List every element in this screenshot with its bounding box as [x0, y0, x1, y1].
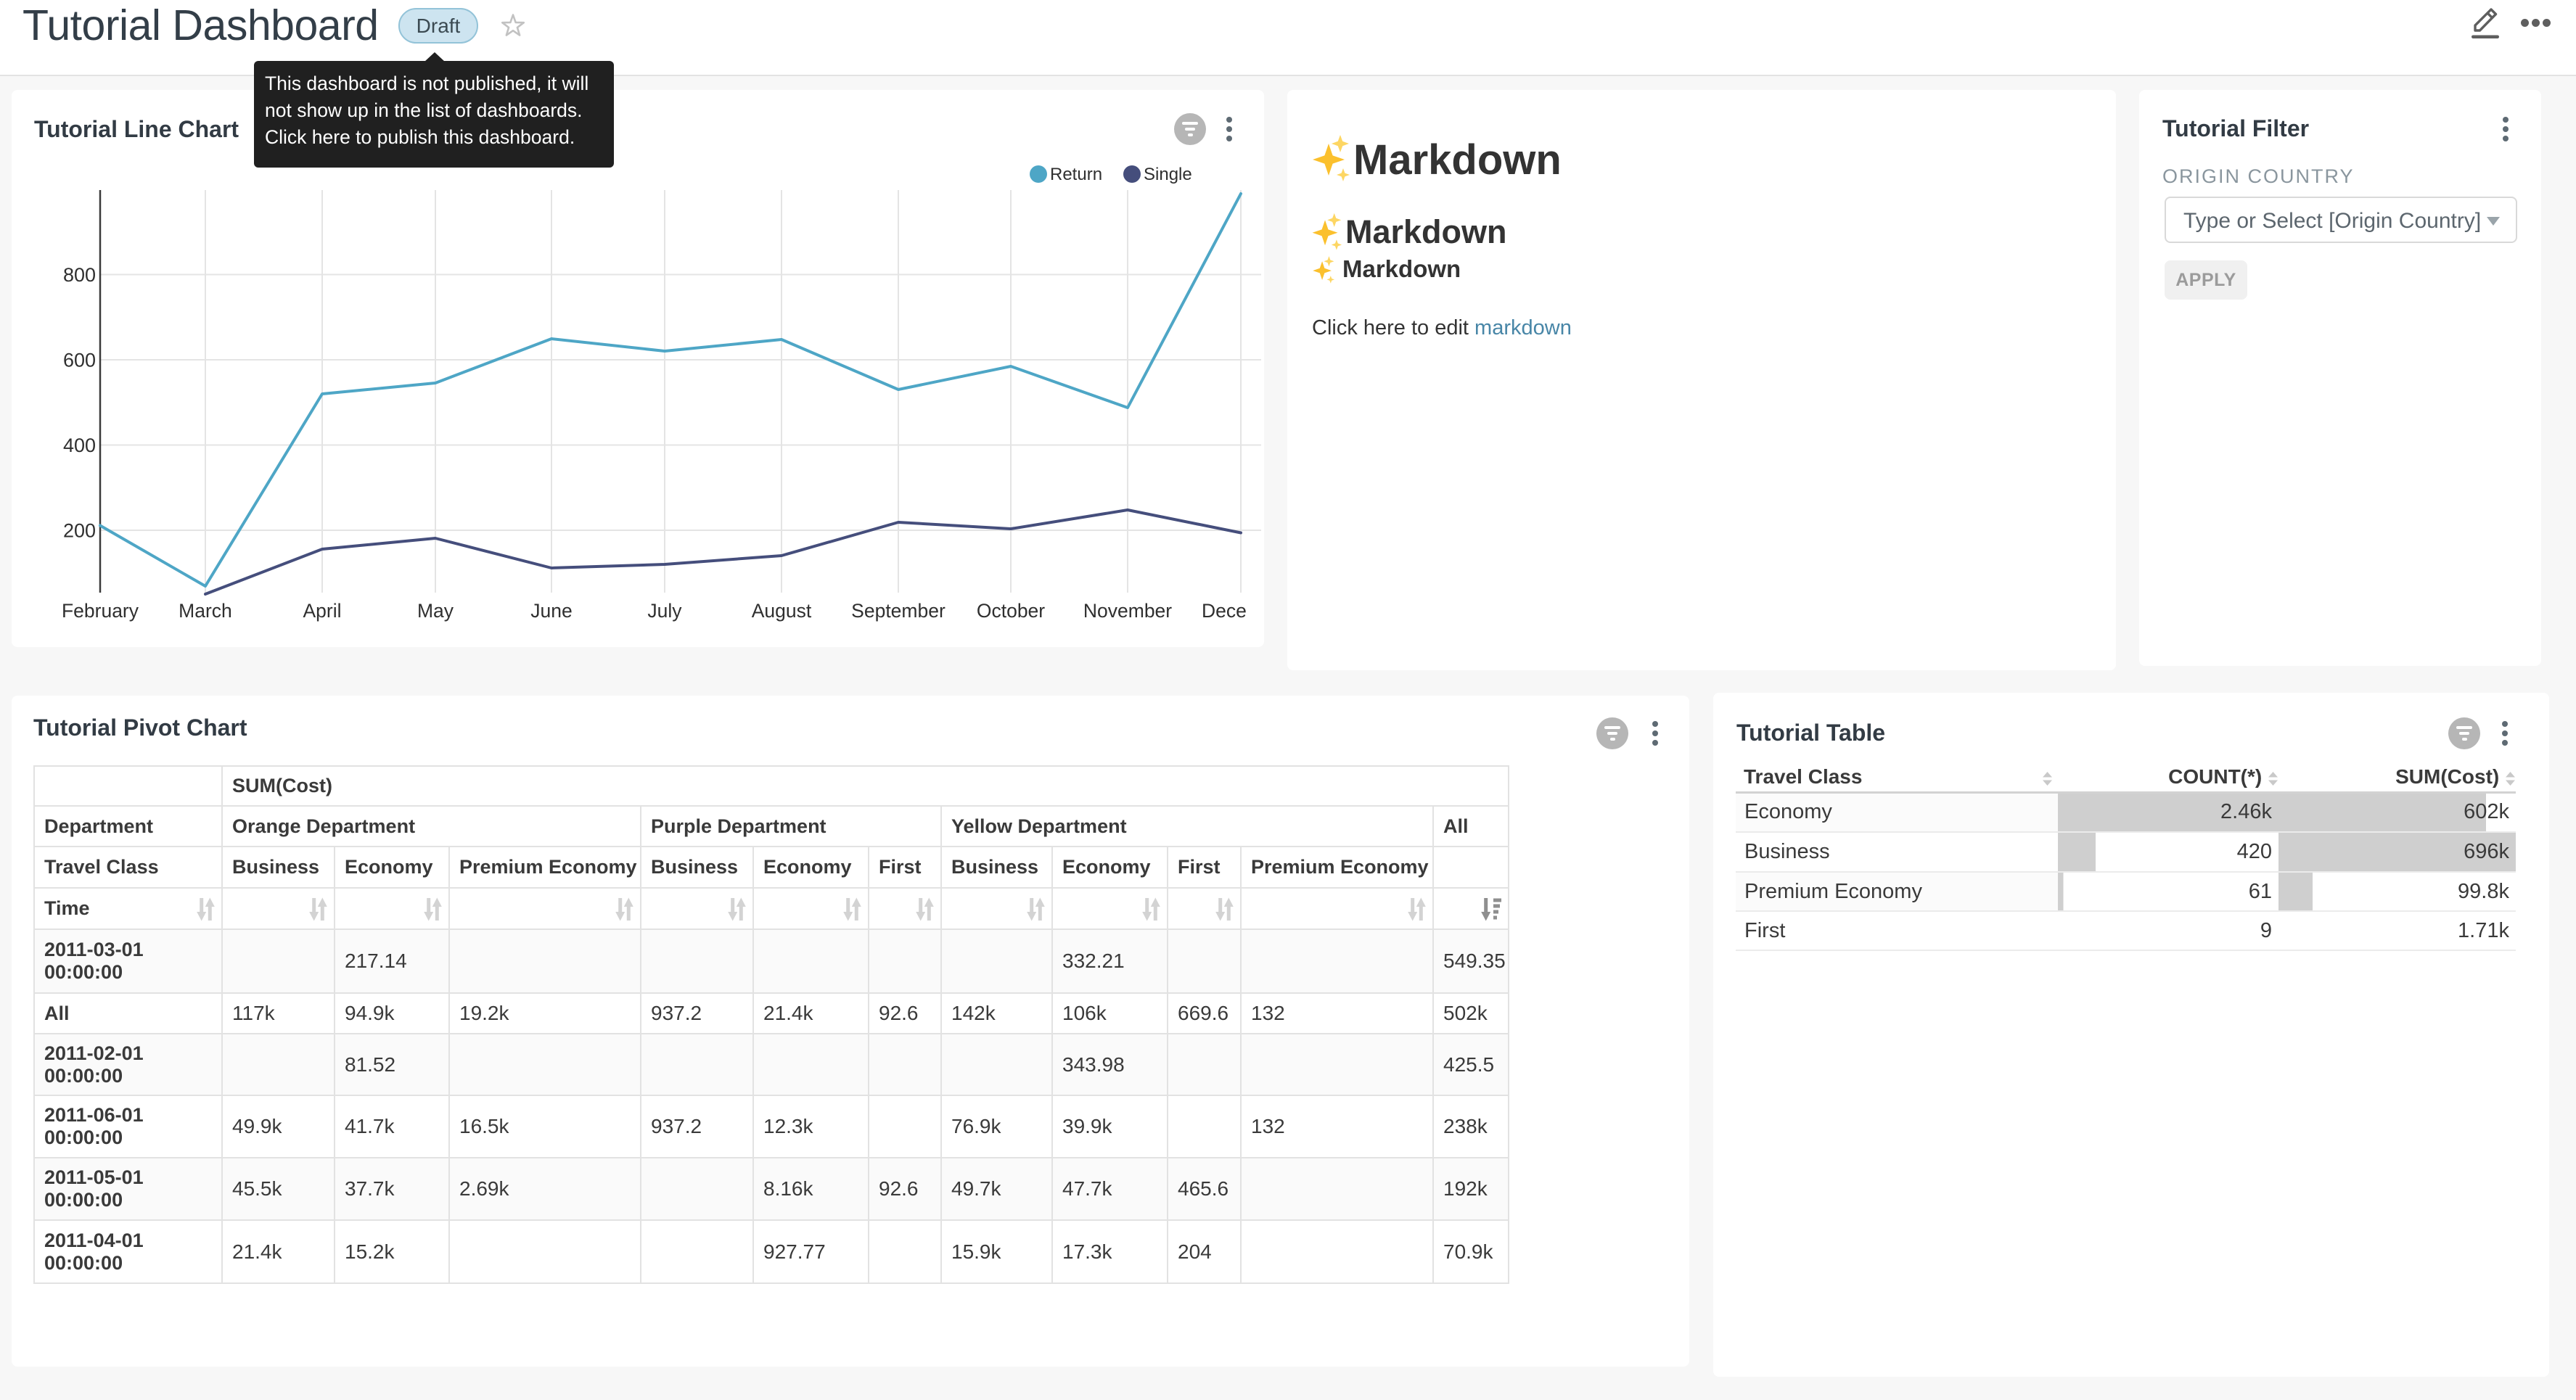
svg-text:600: 600	[63, 350, 96, 371]
svg-text:July: July	[647, 600, 682, 622]
svg-text:Return: Return	[1050, 165, 1102, 184]
svg-text:August: August	[752, 600, 812, 622]
svg-text:Dece: Dece	[1202, 600, 1247, 622]
svg-text:March: March	[179, 600, 232, 622]
svg-text:February: February	[62, 600, 139, 622]
svg-text:April: April	[303, 600, 341, 622]
svg-text:400: 400	[63, 435, 96, 456]
svg-text:May: May	[417, 600, 454, 622]
svg-text:October: October	[977, 600, 1045, 622]
svg-text:800: 800	[63, 264, 96, 286]
svg-text:Single: Single	[1144, 165, 1192, 184]
svg-text:June: June	[530, 600, 572, 622]
svg-text:September: September	[851, 600, 946, 622]
svg-text:November: November	[1083, 600, 1172, 622]
svg-text:200: 200	[63, 520, 96, 542]
